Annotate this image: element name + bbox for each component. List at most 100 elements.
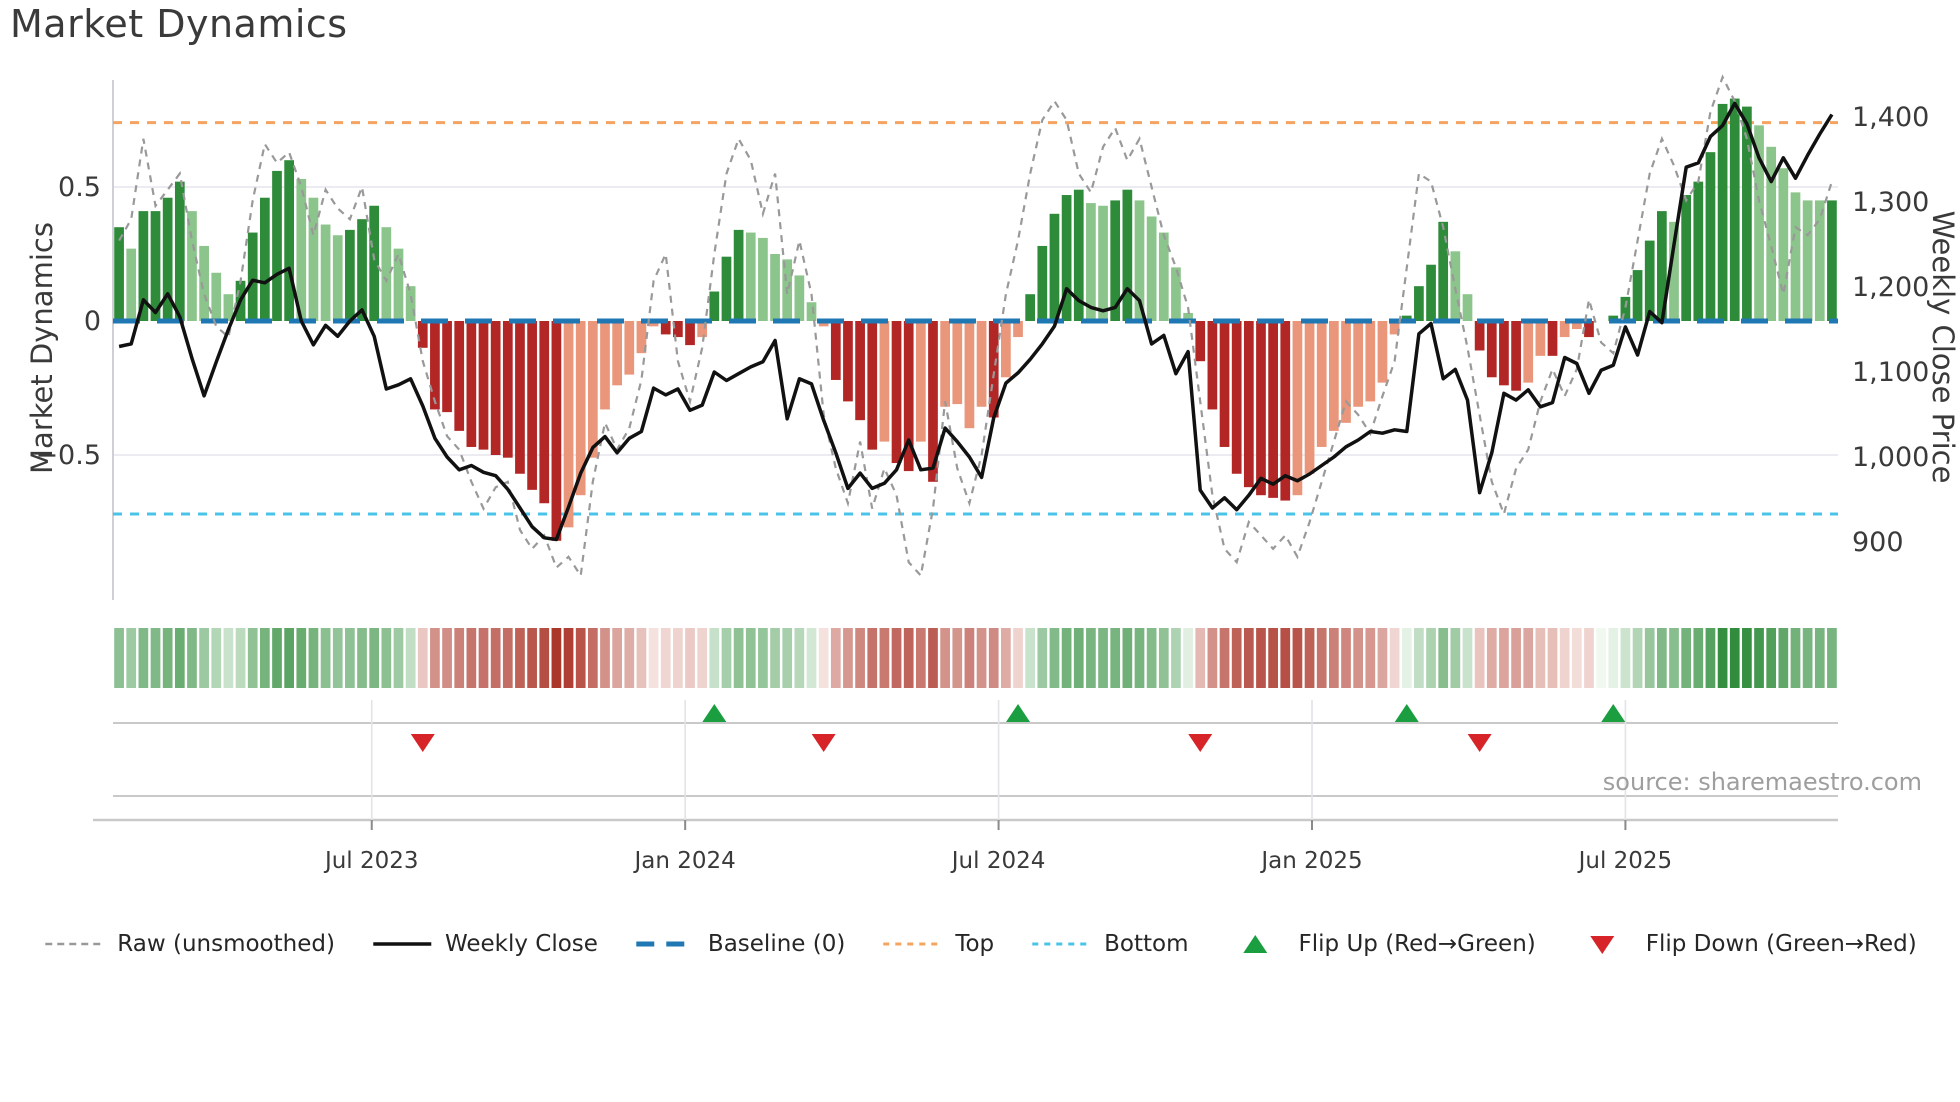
oscillator-bar bbox=[1122, 189, 1133, 321]
heatmap-cell bbox=[247, 628, 258, 688]
oscillator-bar bbox=[199, 245, 209, 321]
oscillator-bar bbox=[600, 321, 610, 410]
oscillator-bar bbox=[296, 178, 307, 321]
dash-gray-swatch-icon bbox=[45, 942, 104, 946]
heatmap-cell bbox=[964, 628, 975, 688]
heatmap-cell bbox=[1365, 628, 1376, 688]
left-axis-tick-label: −0.5 bbox=[35, 440, 101, 471]
heatmap-cell bbox=[830, 628, 841, 688]
oscillator-bar bbox=[1547, 321, 1558, 356]
heatmap-cell bbox=[624, 628, 635, 688]
heatmap-cell bbox=[1802, 628, 1813, 688]
dash-cyan-swatch-icon bbox=[1032, 942, 1091, 946]
oscillator-bar bbox=[1571, 321, 1582, 330]
oscillator-bar bbox=[1644, 240, 1655, 321]
right-axis-tick-label: 1,100 bbox=[1852, 357, 1929, 388]
x-axis-tick-label: Jul 2024 bbox=[950, 848, 1046, 874]
oscillator-bar bbox=[211, 272, 222, 321]
heatmap-cell bbox=[1681, 628, 1692, 688]
oscillator-bar bbox=[1365, 321, 1376, 402]
oscillator-bar bbox=[1669, 221, 1679, 321]
oscillator-bar bbox=[308, 197, 319, 321]
oscillator-bar bbox=[1535, 321, 1546, 356]
oscillator-bar bbox=[1268, 321, 1278, 498]
oscillator-bar bbox=[430, 321, 440, 410]
legend-item-bottom: Bottom bbox=[1030, 931, 1189, 957]
legend-label: Flip Down (Green→Red) bbox=[1645, 931, 1917, 957]
oscillator-bar bbox=[1827, 200, 1837, 321]
tri-down-swatch-icon bbox=[1590, 936, 1615, 954]
heatmap-cell bbox=[393, 628, 404, 688]
oscillator-bar bbox=[636, 321, 647, 354]
heatmap-cell bbox=[648, 628, 659, 688]
oscillator-bar bbox=[284, 160, 295, 321]
heatmap-cell bbox=[1644, 628, 1655, 688]
heatmap-cell bbox=[928, 628, 938, 688]
oscillator-bar bbox=[1073, 189, 1084, 321]
x-axis-tick-label: Jul 2025 bbox=[1577, 848, 1673, 874]
left-axis-tick-label: 0.5 bbox=[58, 172, 101, 203]
right-axis-tick-label: 900 bbox=[1852, 527, 1904, 558]
oscillator-bar bbox=[1499, 321, 1509, 386]
dash-blue-swatch-icon bbox=[635, 941, 694, 947]
oscillator-bar bbox=[417, 321, 428, 348]
oscillator-bar bbox=[1766, 146, 1777, 321]
oscillator-bar bbox=[1462, 294, 1473, 321]
heatmap-cell bbox=[114, 628, 124, 688]
heatmap-cell bbox=[272, 628, 282, 688]
heatmap-cell bbox=[308, 628, 319, 688]
oscillator-bar bbox=[952, 321, 963, 405]
heatmap-cell bbox=[1304, 628, 1315, 688]
legend-label: Flip Up (Red→Green) bbox=[1298, 931, 1536, 957]
heatmap-cell bbox=[1778, 628, 1789, 688]
heatmap-cell bbox=[1183, 628, 1193, 688]
right-axis-tick-label: 1,300 bbox=[1852, 187, 1929, 218]
oscillator-bar bbox=[1438, 221, 1449, 321]
heatmap-cell bbox=[1025, 628, 1036, 688]
oscillator-bar bbox=[515, 321, 525, 474]
legend-item-baseline: Baseline (0) bbox=[634, 931, 845, 957]
heatmap-cell bbox=[794, 628, 805, 688]
heatmap-cell bbox=[1511, 628, 1521, 688]
x-axis-tick-label: Jan 2024 bbox=[633, 848, 736, 874]
oscillator-bar bbox=[1790, 192, 1801, 321]
heatmap-cell bbox=[1146, 628, 1157, 688]
heatmap-cell bbox=[1353, 628, 1364, 688]
close-line bbox=[118, 101, 1834, 542]
oscillator-bar bbox=[575, 321, 586, 496]
heatmap-cell bbox=[1341, 628, 1351, 688]
heatmap-cell bbox=[138, 628, 149, 688]
oscillator-bar bbox=[855, 321, 865, 421]
oscillator-bar bbox=[527, 321, 537, 490]
heatmap-cell bbox=[369, 628, 380, 688]
oscillator-bar bbox=[1158, 232, 1169, 321]
oscillator-bar bbox=[1086, 203, 1096, 321]
oscillator-bar bbox=[478, 321, 489, 450]
heatmap-cell bbox=[150, 628, 161, 688]
oscillator-bar bbox=[770, 254, 780, 321]
oscillator-bar bbox=[174, 181, 185, 321]
heatmap-cell bbox=[660, 628, 671, 688]
heatmap-cell bbox=[733, 628, 744, 688]
left-axis-tick-label: 0 bbox=[84, 306, 101, 337]
x-axis-tick-label: Jan 2025 bbox=[1259, 848, 1362, 874]
heatmap-cell bbox=[174, 628, 185, 688]
heatmap-cell bbox=[211, 628, 222, 688]
heatmap-cell bbox=[988, 628, 999, 688]
oscillator-bar bbox=[345, 229, 355, 321]
heatmap-cell bbox=[575, 628, 586, 688]
oscillator-bar bbox=[660, 321, 671, 335]
heatmap-cell bbox=[1450, 628, 1461, 688]
oscillator-bar bbox=[1195, 321, 1206, 362]
oscillator-bar bbox=[1778, 168, 1789, 321]
heatmap-cell bbox=[1401, 628, 1412, 688]
right-axis-tick-label: 1,000 bbox=[1852, 442, 1929, 473]
heatmap-cell bbox=[1195, 628, 1206, 688]
heatmap-cell bbox=[1620, 628, 1631, 688]
heatmap-cell bbox=[1742, 628, 1752, 688]
dash-orange-swatch-icon bbox=[883, 942, 942, 946]
oscillator-bar bbox=[1559, 321, 1570, 338]
right-axis-tick-label: 1,200 bbox=[1852, 272, 1929, 303]
heatmap-cell bbox=[806, 628, 817, 688]
